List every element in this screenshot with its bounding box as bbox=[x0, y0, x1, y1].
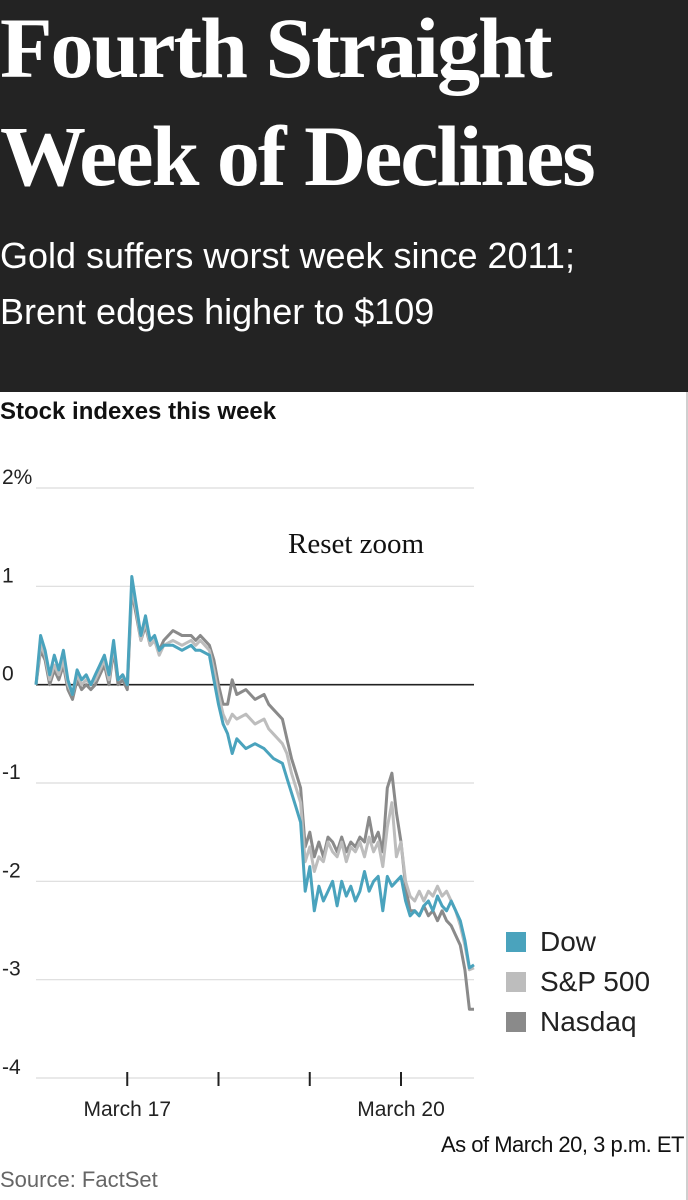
headline: Fourth Straight Week of Declines bbox=[0, 0, 596, 210]
legend-label-dow: Dow bbox=[540, 926, 597, 957]
subheadline-line-2: Brent edges higher to $109 bbox=[0, 291, 435, 332]
legend-label-nasdaq: Nasdaq bbox=[540, 1006, 637, 1037]
chart-card: Stock indexes this week 2% 1 0 -1 -2 -3 -4 Marc… bbox=[0, 392, 688, 1200]
chart-title: Stock indexes this week bbox=[0, 398, 277, 425]
y-tick-label: 2% bbox=[2, 466, 32, 489]
legend-item-sp500[interactable]: S&P 500 bbox=[506, 962, 650, 1002]
chart-legend: Dow S&P 500 Nasdaq bbox=[506, 922, 650, 1042]
reset-zoom-button[interactable]: Reset zoom bbox=[288, 528, 425, 560]
line-chart[interactable]: 2% 1 0 -1 -2 -3 -4 March 17 March 20 bbox=[0, 392, 686, 1200]
headline-line-1: Fourth Straight bbox=[0, 0, 552, 96]
y-tick-label: 0 bbox=[2, 663, 14, 686]
x-tick-label: March 20 bbox=[357, 1098, 445, 1121]
legend-label-sp500: S&P 500 bbox=[540, 966, 651, 997]
legend-swatch-nasdaq bbox=[506, 1012, 526, 1032]
legend-item-dow[interactable]: Dow bbox=[506, 922, 650, 962]
subheadline-line-1: Gold suffers worst week since 2011; bbox=[0, 235, 575, 276]
y-tick-label: -3 bbox=[2, 958, 21, 981]
series-line-dow bbox=[34, 575, 475, 970]
legend-swatch-sp500 bbox=[506, 972, 526, 992]
x-tick-label: March 17 bbox=[83, 1098, 171, 1121]
as-of-note: As of March 20, 3 p.m. ET bbox=[440, 1132, 685, 1157]
subheadline: Gold suffers worst week since 2011; Bren… bbox=[0, 228, 575, 340]
article-header: Fourth Straight Week of Declines Gold su… bbox=[0, 0, 688, 392]
y-tick-label: -2 bbox=[2, 859, 21, 882]
legend-item-nasdaq[interactable]: Nasdaq bbox=[506, 1002, 650, 1042]
y-tick-label: 1 bbox=[2, 564, 14, 587]
series-line-sp500 bbox=[34, 584, 475, 972]
y-tick-label: -4 bbox=[2, 1056, 21, 1079]
source-note: Source: FactSet bbox=[0, 1167, 158, 1192]
series-line-nasdaq bbox=[34, 589, 474, 1011]
legend-swatch-dow bbox=[506, 932, 526, 952]
y-tick-label: -1 bbox=[2, 761, 21, 784]
headline-line-2: Week of Declines bbox=[0, 108, 596, 204]
